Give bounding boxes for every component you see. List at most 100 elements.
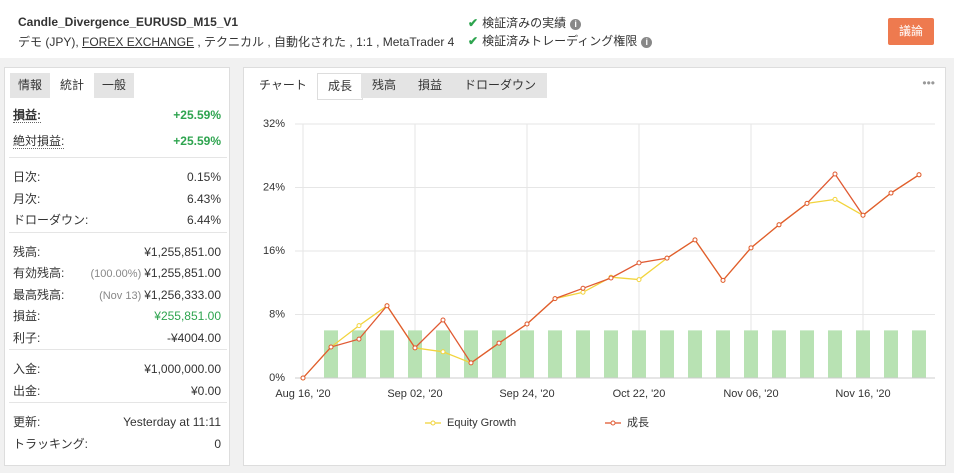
bar [828, 330, 842, 378]
verified-text: 検証済みトレーディング権限 [482, 34, 638, 48]
x-tick-label: Aug 16, '20 [275, 388, 330, 400]
point [888, 190, 894, 196]
point [440, 349, 446, 355]
bar [800, 330, 814, 378]
stats-panel: 情報 統計 一般 損益: +25.59% 絶対損益: +25.59% 日次: 0.15% 月次: 6… [4, 67, 230, 466]
point [356, 336, 362, 342]
tab[interactable]: 統計 [50, 73, 94, 98]
bar [548, 330, 562, 378]
tag-link[interactable]: FOREX EXCHANGE [82, 35, 195, 49]
point [384, 303, 390, 309]
stat-value-text: 6.44% [186, 213, 221, 227]
stat-label: 出金: [13, 383, 41, 398]
stat-value: ¥1,000,000.00 [144, 359, 221, 379]
stat-value-text: ¥1,000,000.00 [144, 362, 221, 376]
stat-value-text: 6.43% [186, 191, 221, 206]
stat-value-text: ¥255,851.00 [154, 309, 221, 323]
stat-label: 損益: [13, 309, 41, 323]
point [580, 285, 586, 291]
x-tick-label: Oct 22, '20 [613, 388, 666, 400]
legend-label: Equity Growth [447, 417, 516, 429]
stat-value: (Nov 13) ¥1,256,333.00 [99, 285, 221, 306]
stat-value-text: ¥0.00 [190, 383, 221, 398]
bar [772, 330, 786, 378]
stat-label: 有効残高: [13, 266, 65, 280]
y-tick-label: 0% [269, 372, 285, 384]
point [356, 323, 362, 329]
stat-row: 残高: ¥1,255,851.00 [13, 242, 221, 262]
bar [716, 330, 730, 378]
stat-label: 更新: [13, 415, 41, 429]
separator [9, 402, 227, 403]
bar [660, 330, 674, 378]
stat-label: 日次: [13, 170, 41, 184]
tab[interactable]: ドローダウン [453, 73, 547, 98]
point [636, 277, 642, 283]
stat-value-text: ¥1,255,851.00 [144, 266, 221, 280]
stat-row: 利子: -¥4004.00 [13, 328, 221, 348]
stat-value-text: +25.59% [173, 134, 221, 148]
point [664, 255, 670, 261]
bar [492, 330, 506, 378]
stat-label: トラッキング: [13, 436, 88, 451]
x-tick-label: Sep 24, '20 [499, 388, 554, 400]
tab[interactable]: 情報 [10, 73, 50, 98]
tag: デモ (JPY), [18, 35, 79, 49]
stat-value: 0 [214, 434, 221, 454]
separator [9, 157, 227, 158]
tab[interactable]: 損益 [407, 73, 453, 98]
stat-row: トラッキング: 0 [13, 434, 221, 454]
header: Candle_Divergence_EURUSD_M15_V1 デモ (JPY)… [0, 0, 954, 58]
stat-value-text: 0 [214, 436, 221, 451]
tags: デモ (JPY), FOREX EXCHANGE , テクニカル , 自動化され… [18, 33, 454, 50]
stat-value: Yesterday at 11:11 [123, 412, 221, 432]
tab[interactable]: チャート [249, 73, 317, 98]
separator [9, 349, 227, 350]
point [860, 212, 866, 218]
point [804, 200, 810, 206]
stat-value-text: 0.15% [186, 170, 221, 184]
tab[interactable]: 一般 [94, 73, 134, 98]
bar [688, 330, 702, 378]
point [300, 375, 306, 381]
tab[interactable]: 残高 [361, 73, 407, 98]
point [468, 360, 474, 366]
stat-value: 0.15% [187, 167, 221, 187]
stat-value-text: ¥1,256,333.00 [144, 287, 221, 302]
tag: , テクニカル , 自動化された , 1:1 , MetaTrader 4 [197, 35, 455, 49]
point [580, 289, 586, 295]
stat-label: ドローダウン: [13, 213, 89, 227]
stat-row: 更新: Yesterday at 11:11 [13, 412, 221, 432]
stat-value: +25.59% [173, 105, 221, 125]
stat-label: 月次: [13, 191, 41, 206]
stat-value: (100.00%) ¥1,255,851.00 [90, 263, 221, 284]
stat-label: 損益: [13, 108, 41, 123]
stat-value-text: +25.59% [173, 108, 221, 122]
point [552, 296, 558, 302]
menu-button[interactable]: ••• [922, 76, 935, 90]
stat-row: 日次: 0.15% [13, 167, 221, 187]
stat-label: 利子: [13, 330, 41, 345]
bar [604, 330, 618, 378]
stat-label: 残高: [13, 244, 41, 259]
point [692, 237, 698, 243]
point [496, 340, 502, 346]
legend-label: 成長 [627, 416, 649, 429]
discuss-button[interactable]: 議論 [888, 18, 934, 45]
stat-row: 入金: ¥1,000,000.00 [13, 359, 221, 379]
point [832, 171, 838, 177]
bar [912, 330, 926, 378]
legend-marker [430, 420, 436, 426]
verified-item: ✔ 検証済みの実績 i [468, 14, 582, 31]
y-tick-label: 16% [263, 245, 285, 257]
point [608, 275, 614, 281]
strategy-title: Candle_Divergence_EURUSD_M15_V1 [18, 15, 239, 29]
stat-note: (Nov 13) [99, 289, 142, 302]
stat-row: 損益: ¥255,851.00 [13, 306, 221, 326]
point [328, 344, 334, 350]
stat-value: 6.44% [187, 210, 221, 230]
point [748, 245, 754, 251]
x-tick-label: Sep 02, '20 [387, 388, 442, 400]
